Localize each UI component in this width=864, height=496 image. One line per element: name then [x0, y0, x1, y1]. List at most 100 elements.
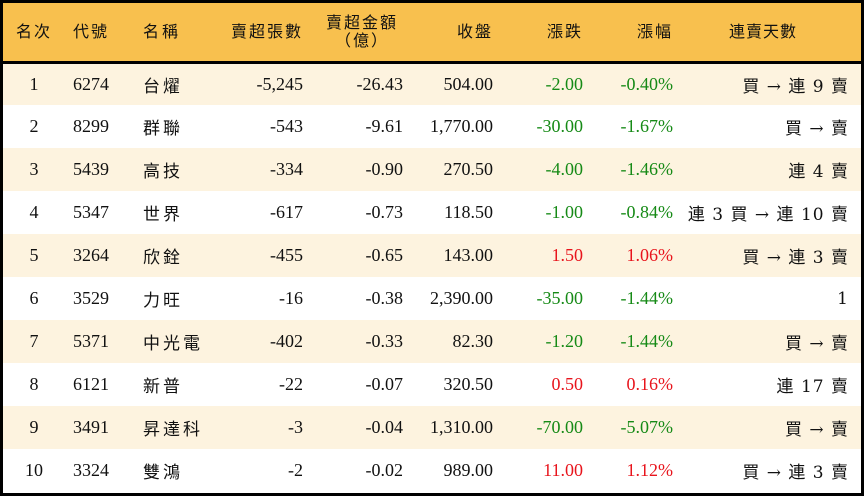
- cell-code[interactable]: 5371: [73, 331, 109, 351]
- cell-streak: 買 → 賣: [784, 119, 849, 139]
- cell-close: 2,390.00: [430, 288, 493, 308]
- cell-change-pct: -1.44%: [620, 288, 674, 308]
- cell-code[interactable]: 3491: [73, 417, 109, 437]
- cell-change: -4.00: [545, 159, 584, 179]
- cell-name[interactable]: 中光電: [143, 334, 203, 354]
- cell-streak: 連 3 買 → 連 10 賣: [687, 205, 849, 225]
- cell-change-pct: -5.07%: [620, 417, 674, 437]
- cell-sell-amount: -0.02: [365, 460, 404, 480]
- cell-code[interactable]: 6274: [73, 73, 109, 94]
- cell-change: -2.00: [545, 73, 584, 94]
- cell-code[interactable]: 6121: [73, 374, 109, 394]
- cell-name[interactable]: 高技: [143, 162, 183, 182]
- cell-close: 270.50: [443, 159, 494, 179]
- cell-rank: 9: [29, 417, 39, 437]
- header-code[interactable]: 代號: [73, 21, 110, 41]
- table-row[interactable]: 1 6274 台燿 -5,245 -26.43 504.00 -2.00 -0.…: [3, 62, 861, 105]
- cell-code[interactable]: 3529: [73, 288, 109, 308]
- cell-name[interactable]: 世界: [143, 205, 183, 225]
- table-row[interactable]: 10 3324 雙鴻 -2 -0.02 989.00 11.00 1.12% 買…: [3, 449, 861, 492]
- cell-streak: 連 4 賣: [788, 162, 849, 182]
- cell-rank: 1: [29, 73, 39, 94]
- cell-change: -35.00: [536, 288, 584, 308]
- cell-sell-shares: -402: [270, 331, 303, 351]
- cell-streak: 買 → 賣: [784, 334, 849, 354]
- cell-rank: 4: [29, 202, 39, 222]
- cell-name[interactable]: 昇達科: [143, 420, 203, 440]
- cell-sell-shares: -3: [288, 417, 303, 437]
- cell-code[interactable]: 5439: [73, 159, 109, 179]
- cell-change-pct: -0.40%: [620, 73, 674, 94]
- table-row[interactable]: 3 5439 高技 -334 -0.90 270.50 -4.00 -1.46%…: [3, 148, 861, 191]
- cell-name[interactable]: 群聯: [143, 119, 183, 139]
- cell-rank: 2: [29, 116, 39, 136]
- cell-sell-amount: -0.04: [365, 417, 404, 437]
- cell-change: 0.50: [551, 374, 584, 394]
- cell-change-pct: 0.16%: [626, 374, 674, 394]
- header-rank[interactable]: 名次: [15, 21, 52, 41]
- cell-name[interactable]: 台燿: [143, 76, 183, 97]
- cell-code[interactable]: 5347: [73, 202, 109, 222]
- cell-change: -30.00: [536, 116, 584, 136]
- cell-sell-shares: -22: [279, 374, 303, 394]
- cell-streak: 買 → 連 3 賣: [742, 248, 849, 268]
- cell-rank: 8: [29, 374, 39, 394]
- table-row[interactable]: 6 3529 力旺 -16 -0.38 2,390.00 -35.00 -1.4…: [3, 277, 861, 320]
- cell-sell-shares: -334: [270, 159, 303, 179]
- cell-sell-amount: -0.90: [365, 159, 404, 179]
- header-sell-amount-line1: 賣超金額: [325, 12, 398, 32]
- table-row[interactable]: 9 3491 昇達科 -3 -0.04 1,310.00 -70.00 -5.0…: [3, 406, 861, 449]
- cell-close: 118.50: [444, 202, 493, 222]
- header-sell-amount[interactable]: 賣超金額 （億）: [307, 3, 407, 62]
- cell-change-pct: -1.46%: [620, 159, 674, 179]
- cell-name[interactable]: 雙鴻: [143, 463, 183, 483]
- table-row[interactable]: 2 8299 群聯 -543 -9.61 1,770.00 -30.00 -1.…: [3, 105, 861, 148]
- cell-rank: 3: [29, 159, 39, 179]
- cell-name[interactable]: 新普: [143, 377, 183, 397]
- cell-code[interactable]: 8299: [73, 116, 109, 136]
- cell-change-pct: 1.12%: [626, 460, 674, 480]
- cell-streak: 買 → 賣: [784, 420, 849, 440]
- cell-sell-shares: -543: [270, 116, 303, 136]
- table-row[interactable]: 4 5347 世界 -617 -0.73 118.50 -1.00 -0.84%…: [3, 191, 861, 234]
- table-row[interactable]: 7 5371 中光電 -402 -0.33 82.30 -1.20 -1.44%…: [3, 320, 861, 363]
- cell-close: 143.00: [443, 245, 494, 265]
- cell-code[interactable]: 3324: [73, 460, 109, 480]
- cell-streak: 買 → 連 9 賣: [742, 76, 849, 97]
- header-change[interactable]: 漲跌: [546, 21, 583, 41]
- cell-sell-amount: -0.33: [365, 331, 404, 351]
- cell-close: 504.00: [443, 73, 494, 94]
- cell-close: 1,310.00: [430, 417, 493, 437]
- cell-sell-shares: -5,245: [256, 73, 304, 94]
- cell-sell-amount: -0.38: [365, 288, 404, 308]
- table-row[interactable]: 8 6121 新普 -22 -0.07 320.50 0.50 0.16% 連 …: [3, 363, 861, 406]
- header-change-pct[interactable]: 漲幅: [636, 21, 673, 41]
- cell-change-pct: -1.67%: [620, 116, 674, 136]
- cell-change-pct: -0.84%: [620, 202, 674, 222]
- cell-sell-amount: -0.73: [365, 202, 404, 222]
- cell-rank: 7: [29, 331, 39, 351]
- cell-name[interactable]: 欣銓: [143, 248, 183, 268]
- cell-name[interactable]: 力旺: [143, 291, 183, 311]
- cell-sell-amount: -9.61: [365, 116, 404, 136]
- table-body: 1 6274 台燿 -5,245 -26.43 504.00 -2.00 -0.…: [3, 62, 861, 492]
- header-streak[interactable]: 連賣天數: [728, 21, 797, 41]
- cell-streak: 1: [837, 288, 849, 309]
- cell-rank: 5: [29, 245, 39, 265]
- cell-close: 82.30: [452, 331, 494, 351]
- cell-sell-amount: -0.07: [365, 374, 404, 394]
- cell-sell-shares: -16: [279, 288, 303, 308]
- header-sell-shares[interactable]: 賣超張數: [230, 21, 303, 41]
- cell-code[interactable]: 3264: [73, 245, 109, 265]
- cell-close: 320.50: [443, 374, 494, 394]
- cell-change: 11.00: [543, 460, 583, 480]
- cell-close: 1,770.00: [430, 116, 493, 136]
- cell-sell-shares: -455: [270, 245, 303, 265]
- header-name[interactable]: 名稱: [143, 21, 182, 41]
- table-row[interactable]: 5 3264 欣銓 -455 -0.65 143.00 1.50 1.06% 買…: [3, 234, 861, 277]
- header-sell-amount-line2: （億）: [334, 30, 389, 50]
- cell-change: 1.50: [551, 245, 584, 265]
- cell-streak: 連 17 賣: [776, 377, 849, 397]
- header-close[interactable]: 收盤: [456, 21, 493, 41]
